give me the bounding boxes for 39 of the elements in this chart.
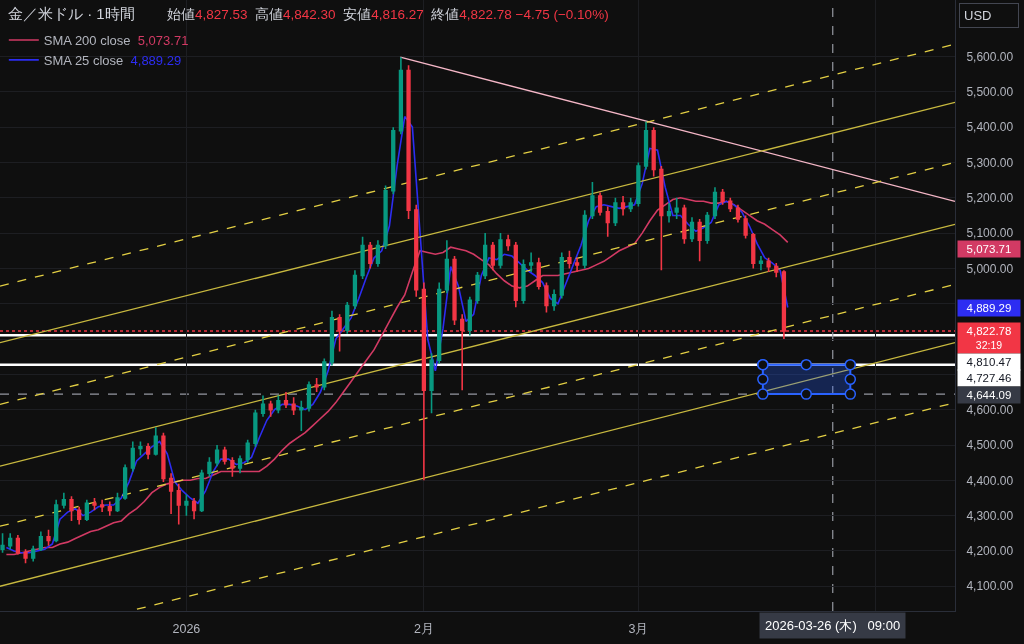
text: 4,889.29 xyxy=(966,302,1012,314)
ref-line-label: 4,644.09 xyxy=(966,389,1012,401)
y-tick-label: 4,600.00 xyxy=(966,402,1014,417)
annotation: 4,827.53 xyxy=(195,7,248,22)
x-tick-label: 2月 xyxy=(413,622,434,636)
annotation: 4,822.78 xyxy=(459,7,512,22)
y-tick-label: 5,600.00 xyxy=(966,49,1014,64)
text: 32:19 xyxy=(975,339,1003,352)
annotation: 5,073.71 xyxy=(137,33,189,49)
chart-title: 金／米ドル · 1時間 xyxy=(8,5,135,23)
legend-label: SMA 25 close xyxy=(43,52,124,68)
y-tick-label: 4,100.00 xyxy=(966,579,1014,594)
text: 5,073.71 xyxy=(966,243,1012,255)
y-tick-label: 5,400.00 xyxy=(966,120,1014,135)
annotation: 始値 xyxy=(167,7,195,22)
y-tick-label: 4,400.00 xyxy=(966,473,1014,488)
text: USD xyxy=(964,8,992,23)
x-tick-label: 2026 xyxy=(172,622,201,636)
y-tick-label: 4,500.00 xyxy=(966,438,1014,453)
annotation: 4,889.29 xyxy=(130,52,182,68)
ref-line-label: 4,822.78 xyxy=(966,324,1012,337)
annotation: 4,842.30 xyxy=(283,7,336,22)
y-tick-label: 4,300.00 xyxy=(966,508,1014,523)
y-tick-label: 4,200.00 xyxy=(966,544,1014,559)
legend-label: SMA 200 close xyxy=(43,33,131,49)
ref-line-label: 4,810.47 xyxy=(966,356,1012,368)
y-tick-label: 5,300.00 xyxy=(966,155,1014,170)
ref-line-label: 4,727.46 xyxy=(966,372,1012,384)
y-tick-label: 5,100.00 xyxy=(966,226,1014,241)
annotation: −4.75 (−0.10%) xyxy=(515,7,609,22)
x-tick-label: 3月 xyxy=(628,622,649,636)
annotation: 安値 xyxy=(343,7,372,22)
annotation: 高値 xyxy=(255,7,284,22)
y-tick-label: 5,200.00 xyxy=(966,190,1014,205)
y-tick-label: 5,500.00 xyxy=(966,85,1014,100)
annotation: 4,816.27 xyxy=(371,7,424,22)
y-tick-label: 5,000.00 xyxy=(966,261,1014,276)
ref-line-label: 2026-03-26 (木) 09:00 xyxy=(765,618,901,633)
annotation: 終値 xyxy=(430,7,460,22)
